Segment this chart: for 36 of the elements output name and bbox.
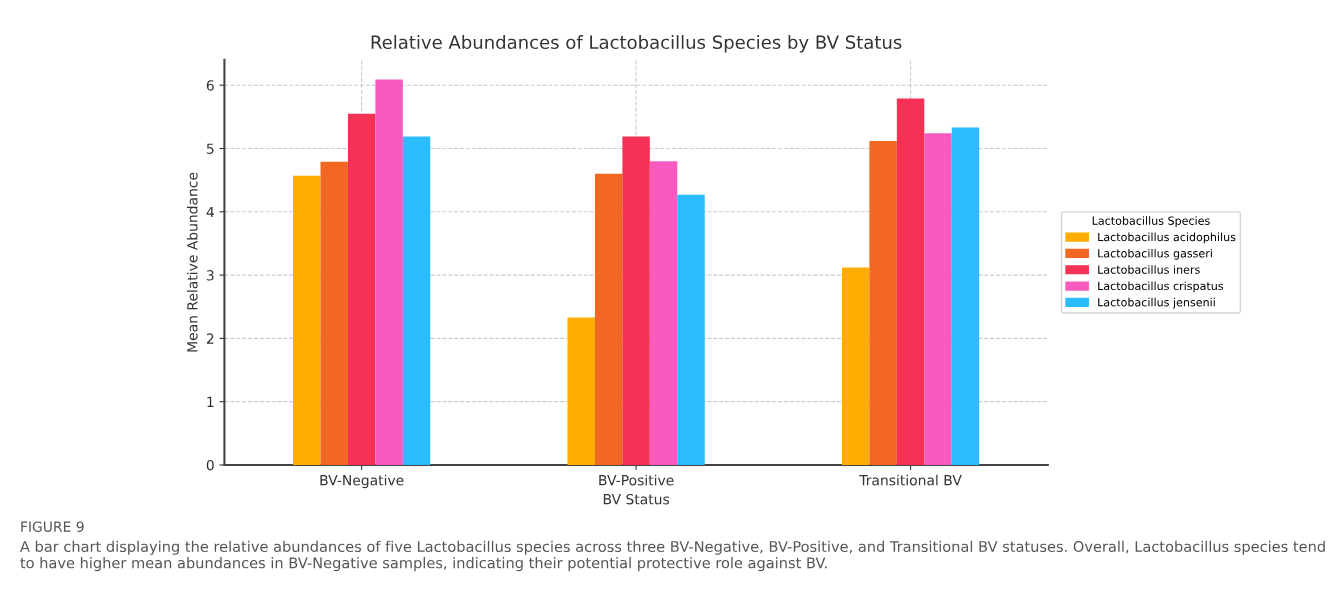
legend-label: Lactobacillus acidophilus — [1098, 232, 1236, 244]
y-tick-label: 5 — [206, 143, 214, 154]
x-tick-label: BV-Negative — [320, 474, 404, 489]
bar — [841, 267, 870, 465]
y-tick-label: 6 — [206, 80, 214, 91]
legend-label: Lactobacillus gasseri — [1098, 248, 1212, 260]
bar — [951, 127, 980, 465]
bar — [924, 133, 952, 465]
bar — [869, 140, 897, 465]
caption: FIGURE 9 — [21, 521, 84, 532]
x-tick-label: BV-Positive — [599, 474, 674, 486]
bar — [594, 173, 623, 465]
bar — [622, 136, 650, 465]
bar — [649, 161, 678, 465]
y-tick-label: 2 — [206, 333, 214, 344]
legend-title: Lactobacillus Species — [1092, 216, 1210, 228]
y-tick-label: 4 — [206, 206, 214, 218]
legend-label: Lactobacillus crispatus — [1098, 281, 1224, 293]
y-axis-title: Mean Relative Abundance — [186, 172, 198, 352]
x-axis-title: BV Status — [603, 493, 670, 505]
chart-title: Relative Abundances of Lactobacillus Species by BV Status — [371, 35, 902, 53]
bar — [567, 317, 595, 465]
bar — [347, 113, 376, 465]
bar — [896, 98, 925, 465]
legend-label: Lactobacillus jensenii — [1098, 297, 1215, 309]
y-tick-label: 0 — [206, 459, 214, 471]
bar — [677, 194, 705, 465]
legend-label: Lactobacillus iners — [1098, 265, 1200, 274]
bar — [375, 79, 403, 465]
x-tick-label: Transitional BV — [859, 474, 962, 486]
text: A bar chart displaying the relative abundances of five Lactobacillus species across three BV-Negative, BV-Positive, and Transitional BV statuses. Overall, Lactobacillus species tend to have higher mean abundances in BV-Negative samples, indicating their potential protective role against BV. — [20, 540, 1325, 572]
y-tick-label: 1 — [207, 396, 214, 407]
bar — [320, 161, 348, 465]
bar — [402, 136, 431, 465]
y-tick-label: 3 — [206, 270, 214, 281]
bar — [293, 175, 321, 465]
